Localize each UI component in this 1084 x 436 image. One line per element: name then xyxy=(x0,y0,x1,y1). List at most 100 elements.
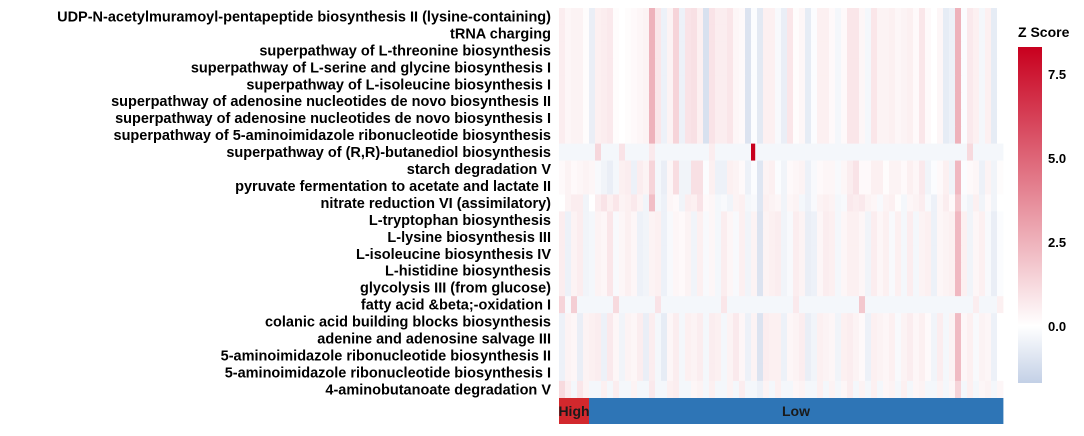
row-label: superpathway of adenosine nucleotides de… xyxy=(111,94,551,110)
heatmap-cell xyxy=(919,279,926,297)
heatmap-cell xyxy=(961,75,968,94)
heatmap-cell xyxy=(943,160,950,178)
heatmap-cell xyxy=(811,75,818,94)
heatmap-cell xyxy=(781,194,788,212)
heatmap-cell xyxy=(889,279,896,297)
heatmap-cell xyxy=(829,8,836,26)
heatmap-cell xyxy=(757,347,764,365)
heatmap-cell xyxy=(661,279,668,297)
heatmap-cell xyxy=(679,177,686,195)
heatmap-cell xyxy=(847,177,854,195)
heatmap-cell xyxy=(667,380,674,399)
legend-tick-label: 0.0 xyxy=(1048,319,1066,334)
heatmap-cell xyxy=(697,75,704,94)
heatmap-cell xyxy=(613,296,620,314)
heatmap-cell xyxy=(793,58,800,77)
heatmap-cell xyxy=(823,380,830,399)
heatmap-cell xyxy=(817,24,824,43)
heatmap-cell xyxy=(661,194,668,212)
heatmap-cell xyxy=(793,160,800,178)
heatmap-cell xyxy=(703,109,710,128)
heatmap-cell xyxy=(901,228,908,246)
heatmap-cell xyxy=(619,330,626,348)
heatmap-cell xyxy=(883,92,890,111)
heatmap-cell xyxy=(943,296,950,314)
heatmap-cell xyxy=(577,92,584,111)
heatmap-cell xyxy=(859,177,866,195)
heatmap-cell xyxy=(661,24,668,43)
heatmap-cell xyxy=(697,109,704,128)
heatmap-cell xyxy=(655,279,662,297)
heatmap-cell xyxy=(577,194,584,212)
heatmap-cell xyxy=(607,8,614,26)
heatmap-cell xyxy=(661,380,668,399)
heatmap-cell xyxy=(931,92,938,111)
heatmap-cell xyxy=(889,177,896,195)
heatmap-cell xyxy=(865,75,872,94)
heatmap-cell xyxy=(733,262,740,280)
heatmap-cell xyxy=(913,24,920,43)
heatmap-cell xyxy=(943,262,950,280)
heatmap-cell xyxy=(697,228,704,246)
heatmap-cell xyxy=(865,279,872,297)
heatmap-cell xyxy=(817,313,824,331)
heatmap-cell xyxy=(751,24,758,43)
heatmap-cell xyxy=(889,380,896,399)
heatmap-cell xyxy=(601,279,608,297)
heatmap-cell xyxy=(703,279,710,297)
heatmap-cell xyxy=(865,177,872,195)
heatmap-cell xyxy=(943,75,950,94)
heatmap-cell xyxy=(943,279,950,297)
heatmap-cell xyxy=(643,347,650,365)
heatmap-cell xyxy=(793,41,800,60)
heatmap-cell xyxy=(979,194,986,212)
heatmap-cell xyxy=(847,24,854,43)
heatmap-cell xyxy=(769,347,776,365)
heatmap-cell xyxy=(931,262,938,280)
heatmap-cell xyxy=(559,347,566,365)
heatmap-cell xyxy=(559,41,566,60)
heatmap-cell xyxy=(703,363,710,382)
heatmap-cell xyxy=(631,211,638,229)
heatmap-cell xyxy=(751,380,758,399)
heatmap-cell xyxy=(757,296,764,314)
heatmap-cell xyxy=(607,160,614,178)
heatmap-cell xyxy=(559,109,566,128)
heatmap-cell xyxy=(877,143,884,161)
heatmap-cell xyxy=(589,313,596,331)
heatmap-cell xyxy=(991,296,998,314)
heatmap-cell xyxy=(793,228,800,246)
heatmap-cell xyxy=(583,143,590,161)
heatmap-cell xyxy=(685,262,692,280)
heatmap-cell xyxy=(811,24,818,43)
heatmap-cell xyxy=(829,347,836,365)
heatmap-cell xyxy=(643,262,650,280)
heatmap-cell xyxy=(829,143,836,161)
heatmap-cell xyxy=(607,92,614,111)
heatmap-cell xyxy=(733,380,740,399)
heatmap-cell xyxy=(673,245,680,263)
heatmap-cell xyxy=(925,296,932,314)
heatmap-cell xyxy=(997,24,1004,43)
heatmap-cell xyxy=(769,363,776,382)
heatmap-cell xyxy=(943,347,950,365)
heatmap-cell xyxy=(859,245,866,263)
heatmap-cell xyxy=(577,160,584,178)
heatmap-cell xyxy=(793,330,800,348)
heatmap-cell xyxy=(565,92,572,111)
heatmap-cell xyxy=(721,177,728,195)
heatmap-cell xyxy=(991,363,998,382)
heatmap-cell xyxy=(931,58,938,77)
heatmap-cell xyxy=(841,8,848,26)
heatmap-cell xyxy=(835,245,842,263)
heatmap-cell xyxy=(871,245,878,263)
heatmap-cell xyxy=(595,126,602,144)
heatmap-cell xyxy=(577,58,584,77)
heatmap-cell xyxy=(823,296,830,314)
heatmap-cell xyxy=(637,211,644,229)
heatmap-cell xyxy=(703,177,710,195)
heatmap-cell xyxy=(943,8,950,26)
heatmap-cell xyxy=(817,41,824,60)
heatmap-cell xyxy=(997,245,1004,263)
heatmap-cell xyxy=(757,160,764,178)
